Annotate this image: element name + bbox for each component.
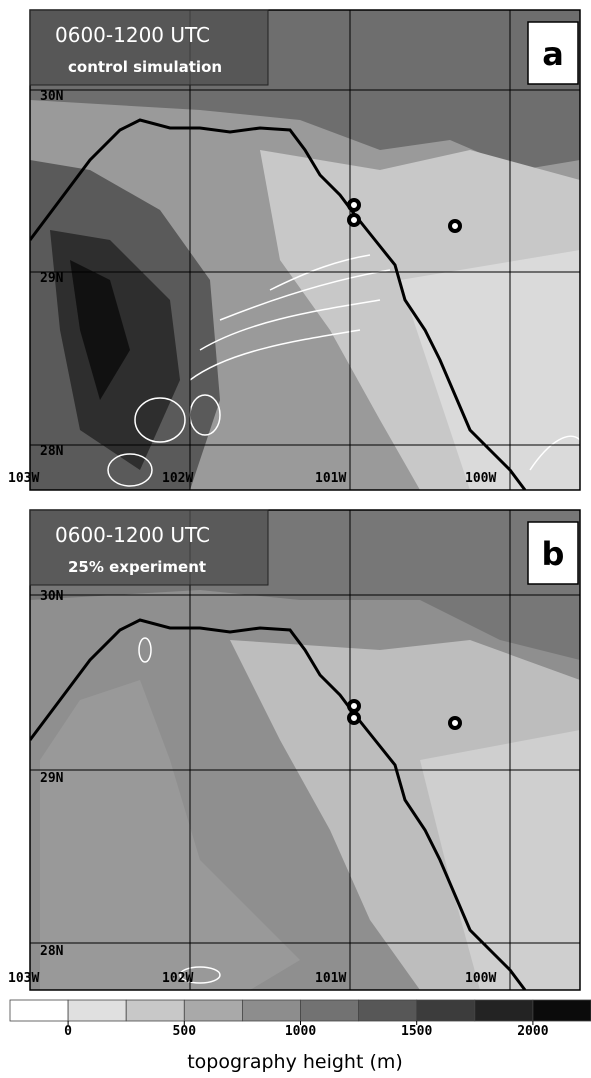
colorbar-title: topography height (m) (187, 1051, 403, 1073)
colorbar-swatch (126, 1000, 184, 1021)
lon-label: 100W (465, 971, 496, 986)
lat-label: 29N (40, 771, 64, 786)
lat-label: 30N (40, 589, 64, 604)
lat-label: 28N (40, 444, 64, 459)
colorbar-swatch (359, 1000, 417, 1021)
panel-label: b (542, 535, 565, 573)
lat-label: 29N (40, 271, 64, 286)
lon-label: 101W (315, 471, 346, 486)
panel-subtitle: 25% experiment (68, 558, 206, 576)
lon-label: 103W (8, 971, 39, 986)
colorbar-tick-label: 2000 (517, 1024, 548, 1039)
colorbar-swatch (68, 1000, 126, 1021)
colorbar-swatch (475, 1000, 533, 1021)
colorbar-tick-label: 1000 (285, 1024, 316, 1039)
panel-label: a (542, 35, 564, 73)
colorbar-swatch (10, 1000, 68, 1021)
lon-label: 103W (8, 471, 39, 486)
lon-label: 101W (315, 971, 346, 986)
colorbar-swatch (242, 1000, 300, 1021)
colorbar-tick-label: 0 (64, 1024, 72, 1039)
lon-label: 102W (162, 971, 193, 986)
colorbar-swatch (184, 1000, 242, 1021)
colorbar-swatch (301, 1000, 359, 1021)
panel-title: 0600-1200 UTC (55, 23, 210, 47)
panel-subtitle: control simulation (68, 58, 222, 76)
lat-label: 28N (40, 944, 64, 959)
colorbar-tick-label: 1500 (401, 1024, 432, 1039)
lon-label: 100W (465, 471, 496, 486)
lat-label: 30N (40, 89, 64, 104)
panel-title: 0600-1200 UTC (55, 523, 210, 547)
colorbar-tick-label: 500 (173, 1024, 197, 1039)
colorbar-swatch (533, 1000, 591, 1021)
figure: 0600-1200 UTC control simulation a 30N 29N 28… (0, 0, 591, 1078)
colorbar-swatch (417, 1000, 475, 1021)
lon-label: 102W (162, 471, 193, 486)
